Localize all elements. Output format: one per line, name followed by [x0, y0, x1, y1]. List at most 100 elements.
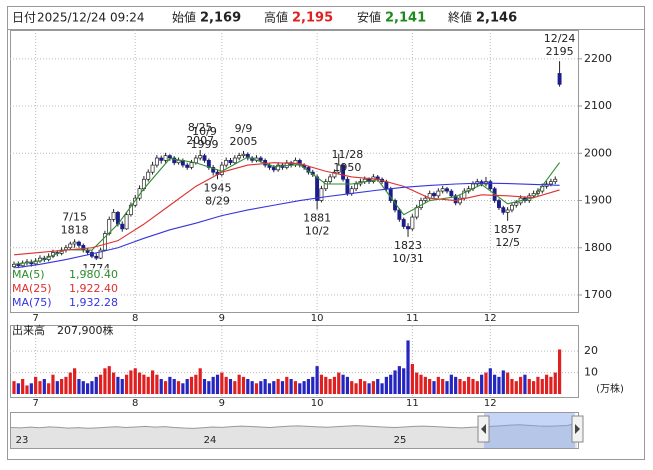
header-open-label: 始値 — [172, 10, 196, 25]
y-tick-label: 1900 — [584, 194, 612, 207]
volume-bar — [332, 376, 337, 394]
volume-bar — [532, 381, 536, 394]
volume-bar — [280, 381, 285, 394]
y-tick-label: 2000 — [584, 146, 612, 159]
candle-body — [224, 160, 229, 166]
volume-bar — [194, 374, 198, 394]
volume-bar — [480, 374, 484, 394]
candle-body — [98, 249, 103, 259]
volume-bar — [34, 376, 38, 394]
candle-body — [137, 188, 142, 199]
volume-bar — [94, 376, 98, 394]
volume-bar — [276, 379, 280, 394]
volume-bar — [90, 381, 94, 394]
candle-body — [453, 195, 458, 204]
x-tick-label: 11 — [406, 313, 419, 324]
volume-label: 出来高 — [12, 323, 45, 337]
candle-body — [553, 178, 558, 182]
annotation-value: 2195 — [546, 45, 574, 58]
header-close: 2,146 — [476, 11, 517, 26]
annotation-date: 10/9 — [192, 125, 217, 138]
volume-bar — [397, 366, 401, 394]
candle-body — [458, 197, 462, 204]
volume-bar — [423, 376, 427, 394]
volume-unit: (万株) — [596, 382, 624, 395]
x-tick-label: 9 — [219, 313, 225, 324]
volume-bar — [155, 374, 159, 394]
volume-bar — [341, 374, 345, 394]
annotation-value: 1945 — [204, 181, 232, 194]
volume-bar — [77, 379, 81, 394]
volume-bar — [99, 374, 103, 394]
candle-body — [505, 209, 510, 213]
candle-body — [232, 157, 237, 164]
annotation-value: 1823 — [394, 239, 422, 252]
volume-bar — [21, 379, 25, 394]
candle-body — [72, 241, 77, 245]
annotation-value: 1818 — [61, 223, 89, 236]
candle-body — [68, 243, 73, 249]
candle-body — [488, 181, 493, 190]
header-date: 2025/12/24 09:24 — [37, 11, 145, 25]
candle-body — [185, 164, 190, 168]
annotation-date: 11/28 — [332, 148, 364, 161]
volume-bar — [436, 376, 440, 394]
volume-bar — [259, 381, 263, 394]
annotation-value: 1950 — [333, 161, 361, 174]
volume-bar — [449, 374, 453, 394]
candle-body — [102, 233, 107, 251]
volume-bar — [133, 368, 137, 394]
volume-bar — [81, 381, 85, 394]
volume-bar — [55, 381, 59, 394]
navigator-label: 24 — [204, 435, 217, 446]
volume-bar — [328, 379, 332, 394]
x-tick-label: 12 — [484, 313, 497, 324]
volume-bar — [64, 376, 68, 394]
volume-bar — [454, 376, 458, 394]
volume-bar — [371, 381, 375, 394]
ma-line — [13, 182, 560, 269]
volume-bar — [181, 383, 185, 394]
legend-name: MA(75) — [12, 296, 52, 309]
ma-line — [13, 156, 561, 265]
candle-body — [189, 162, 194, 168]
annotation-value: 1857 — [494, 223, 522, 236]
annotation-date: 10/2 — [305, 224, 330, 237]
annotation-date: 8/29 — [205, 194, 230, 207]
volume-bar — [228, 379, 233, 394]
volume-bar — [172, 379, 176, 394]
candle-body — [154, 157, 159, 166]
candle-body — [328, 176, 333, 182]
volume-bar — [458, 379, 462, 394]
candle-body — [172, 157, 177, 164]
volume-bar — [142, 374, 146, 394]
volume-bar — [393, 370, 397, 394]
candle-body — [423, 197, 428, 201]
candle-body — [146, 171, 151, 180]
volume-bar — [376, 379, 380, 394]
volume-bar — [163, 381, 168, 394]
y-tick-label: 2100 — [584, 99, 612, 112]
candle-body — [228, 160, 233, 164]
volume-bar — [38, 381, 42, 394]
candle-body — [497, 200, 501, 208]
header-close-label: 終値 — [448, 10, 472, 25]
volume-bar — [319, 374, 324, 394]
volume-bar — [315, 366, 319, 394]
candle-body — [159, 157, 164, 161]
legend-name: MA(25) — [12, 282, 52, 295]
candle-body — [445, 188, 449, 192]
volume-bar — [506, 372, 510, 394]
volume-bar — [272, 381, 276, 394]
volume-bar — [384, 376, 388, 394]
candle-body — [345, 178, 350, 194]
candle-body — [440, 188, 445, 192]
ma-line — [13, 162, 560, 256]
header-low: 2,141 — [385, 11, 426, 26]
volume-bar — [527, 379, 531, 394]
volume-bar — [103, 368, 107, 394]
candle-body — [237, 155, 242, 159]
handle-arrow — [575, 424, 580, 434]
